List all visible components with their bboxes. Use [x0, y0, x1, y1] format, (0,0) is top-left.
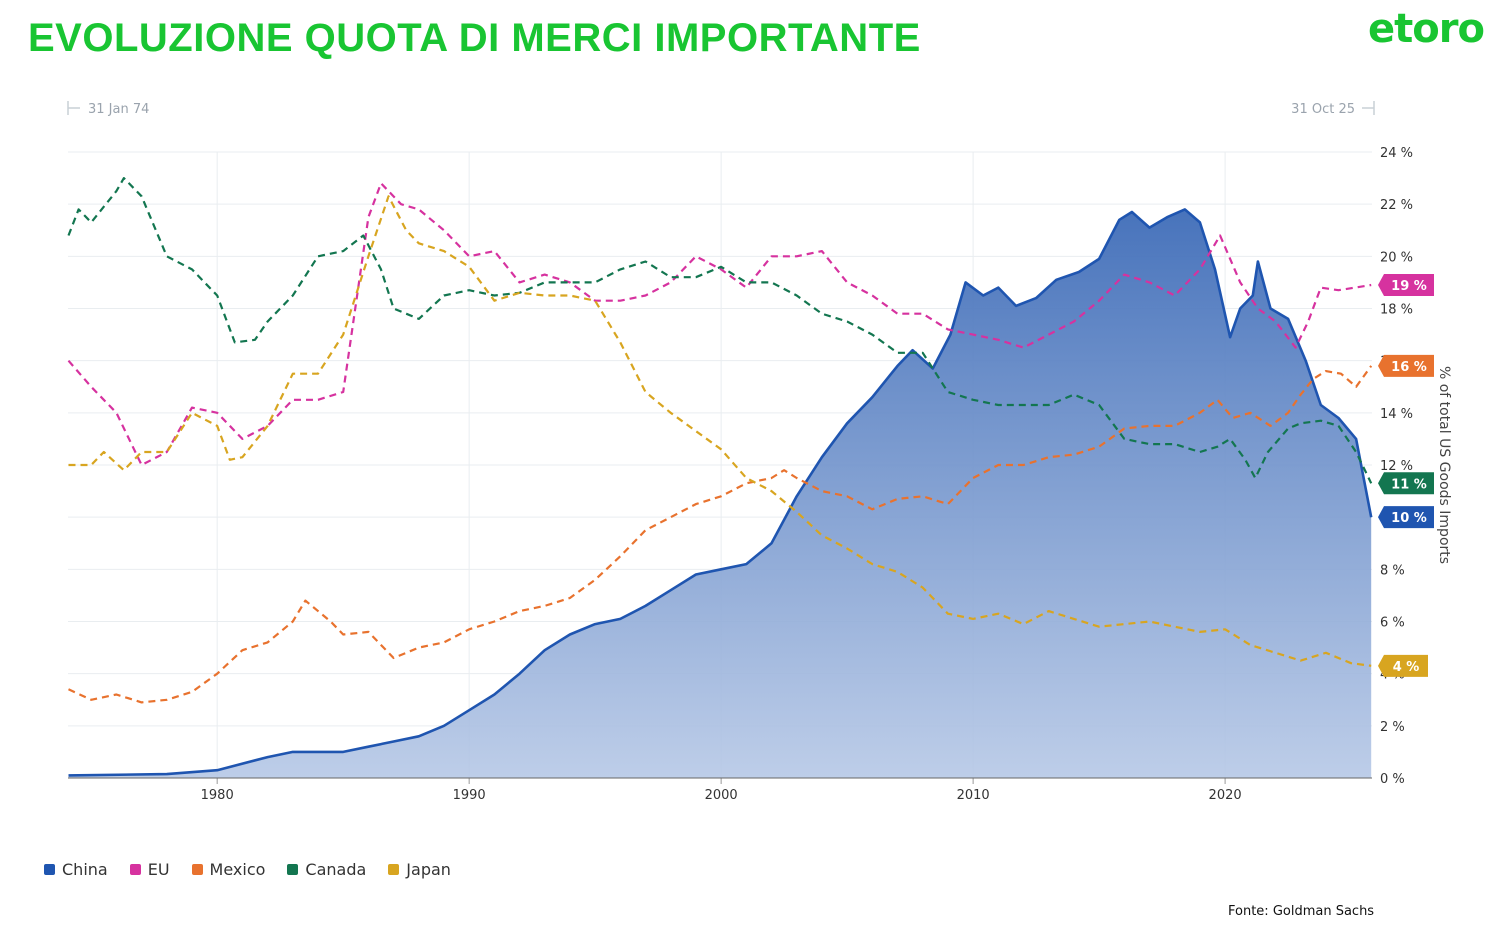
japan-series-line[interactable]	[68, 195, 1372, 667]
etoro-logo: etoro	[1368, 6, 1485, 52]
y-tick-label: 18 %	[1380, 303, 1413, 318]
x-tick-label: 2010	[957, 788, 990, 803]
badge-shape	[1378, 654, 1428, 677]
legend-label: Japan	[406, 860, 451, 879]
y-tick-label: 0 %	[1380, 772, 1405, 787]
legend-item-canada[interactable]: Canada	[287, 860, 366, 879]
date-range-bar: 31 Jan 74 31 Oct 25	[67, 101, 1375, 117]
canada-last-value-badge: 11 %	[1378, 472, 1434, 495]
badge-value: 16 %	[1391, 360, 1427, 375]
y-tick-label: 12 %	[1380, 459, 1413, 474]
y-tick-label: 2 %	[1380, 720, 1405, 735]
legend-swatch	[191, 864, 203, 875]
badge-shape	[1378, 354, 1434, 377]
japan-last-value-badge: 4 %	[1378, 654, 1428, 677]
legend-swatch	[388, 864, 400, 875]
badge-shape	[1378, 472, 1434, 495]
legend-item-mexico[interactable]: Mexico	[191, 860, 266, 879]
range-end-label[interactable]: 31 Oct 25	[1291, 102, 1355, 117]
range-start-label[interactable]: 31 Jan 74	[88, 102, 149, 117]
mexico-last-value-badge: 16 %	[1378, 354, 1434, 377]
legend-label: Canada	[305, 860, 367, 879]
badge-shape	[1378, 506, 1434, 529]
china-area-layer	[68, 208, 1373, 778]
x-tick-label: 1980	[201, 788, 234, 803]
legend-item-eu[interactable]: EU	[129, 860, 170, 879]
badge-value: 19 %	[1391, 279, 1427, 294]
x-tick-label: 2020	[1209, 788, 1242, 803]
y-tick-label: 14 %	[1380, 407, 1413, 422]
legend-label: EU	[147, 860, 170, 879]
series-lines-layer	[67, 177, 1373, 704]
legend-label: Mexico	[209, 860, 266, 879]
china-area-fill	[68, 209, 1372, 778]
x-tick-label: 2000	[705, 788, 738, 803]
y-tick-label: 22 %	[1380, 198, 1413, 213]
badge-value: 11 %	[1391, 477, 1427, 492]
badge-shape	[1378, 274, 1434, 297]
y-tick-label: 20 %	[1380, 250, 1413, 265]
legend-label: China	[62, 860, 108, 879]
y-tick-label: 24 %	[1380, 146, 1413, 161]
eu-series-line[interactable]	[67, 182, 1372, 467]
china-series-line[interactable]	[68, 208, 1373, 777]
x-tick-label: 1990	[453, 788, 486, 803]
page-title: EVOLUZIONE QUOTA DI MERCI IMPORTANTE	[28, 16, 921, 60]
source-note: Fonte: Goldman Sachs	[1228, 904, 1375, 919]
eu-last-value-badge: 19 %	[1378, 274, 1434, 297]
last-value-badges: 10 % 19 % 16 % 11 % 4 %	[1378, 274, 1434, 677]
chart-legend: China EU Mexico Canada Japan	[44, 860, 451, 879]
badge-value: 10 %	[1391, 511, 1427, 526]
china-last-value-badge: 10 %	[1378, 506, 1434, 529]
badge-value: 4 %	[1393, 660, 1420, 675]
y-axis-label: % of total US Goods Imports	[1436, 366, 1452, 564]
y-tick-label: 8 %	[1380, 563, 1405, 578]
y-tick-label: 6 %	[1380, 616, 1405, 631]
legend-item-japan[interactable]: Japan	[388, 860, 451, 879]
legend-item-china[interactable]: China	[44, 860, 108, 879]
legend-swatch	[129, 864, 141, 875]
canada-series-line[interactable]	[67, 177, 1373, 484]
mexico-series-line[interactable]	[68, 365, 1373, 704]
legend-swatch	[287, 864, 299, 875]
legend-swatch	[44, 864, 55, 875]
